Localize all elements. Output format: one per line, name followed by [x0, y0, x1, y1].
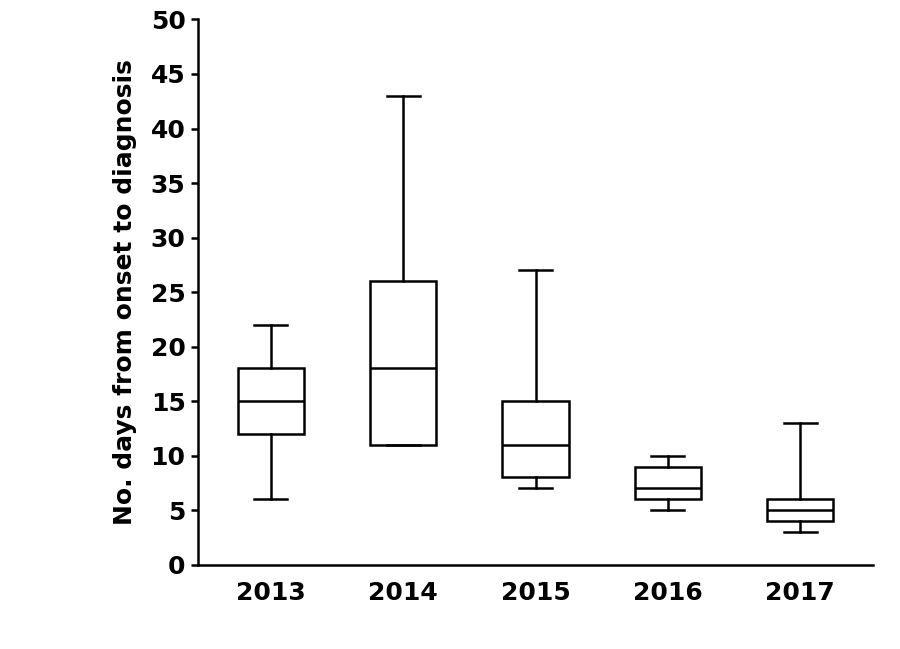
Y-axis label: No. days from onset to diagnosis: No. days from onset to diagnosis — [112, 59, 137, 525]
PathPatch shape — [370, 281, 436, 445]
PathPatch shape — [767, 499, 833, 521]
PathPatch shape — [238, 369, 304, 434]
PathPatch shape — [502, 401, 569, 478]
PathPatch shape — [634, 467, 701, 499]
